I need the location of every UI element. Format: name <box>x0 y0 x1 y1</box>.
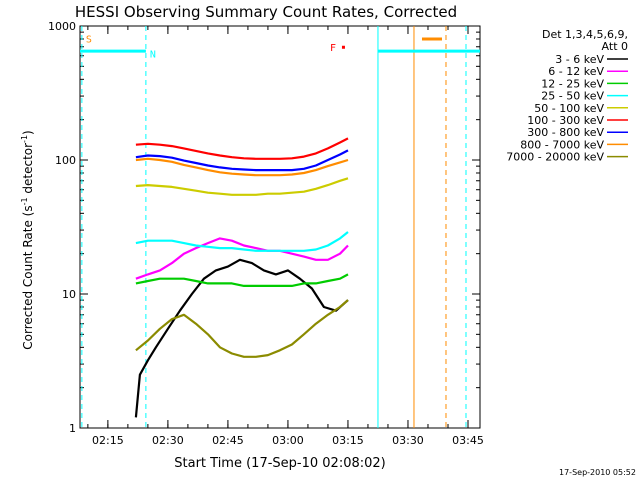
series-line-4 <box>135 177 349 196</box>
svg-text:Corrected Count Rate (s-1 dete: Corrected Count Rate (s-1 detector-1) <box>20 130 35 349</box>
timestamp: 17-Sep-2010 05:52 <box>559 468 636 477</box>
legend-title-line-2: Att 0 <box>602 40 628 53</box>
x-tick-label-5: 03:30 <box>392 434 424 447</box>
y-axis-label-main: Corrected Count Rate (s <box>21 205 35 349</box>
y-tick-label-3: 1000 <box>48 20 76 33</box>
series-line-2 <box>135 273 349 287</box>
legend-label-0: 3 - 6 keV <box>555 53 604 66</box>
y-axis-label: Corrected Count Rate (s-1 detector-1) <box>20 130 35 349</box>
x-tick-label-4: 03:15 <box>332 434 364 447</box>
legend-label-5: 100 - 300 keV <box>527 114 604 127</box>
y-tick-label-0: 1 <box>69 422 76 435</box>
plot-frame <box>79 25 481 429</box>
series-line-6 <box>135 149 349 172</box>
legend-label-3: 25 - 50 keV <box>541 90 604 103</box>
y-axis-label-sup2: -1 <box>20 135 29 143</box>
y-tick-label-1: 10 <box>62 288 76 301</box>
flag-marker-0 <box>341 45 345 49</box>
legend-title-line-1: Det 1,3,4,5,6,9, <box>542 28 628 41</box>
plot-area: 1 10 100 1000 02:15 02:30 02:45 03:00 03:15 03:30… <box>48 20 484 447</box>
flag-label-n: N <box>150 50 156 61</box>
x-tick-label-6: 03:45 <box>452 434 484 447</box>
chart-title: HESSI Observing Summary Count Rates, Cor… <box>75 3 457 21</box>
y-tick-label-2: 100 <box>55 154 76 167</box>
legend-label-8: 7000 - 20000 keV <box>506 151 604 164</box>
x-tick-label-3: 03:00 <box>272 434 304 447</box>
flag-label-f: F <box>330 43 336 54</box>
y-axis-label-sup1: -1 <box>20 197 29 205</box>
series-line-5 <box>135 137 349 160</box>
series-line-3 <box>135 231 349 252</box>
series-line-8 <box>135 299 349 358</box>
flag-label-s: S <box>86 35 92 46</box>
series-line-0 <box>134 258 349 418</box>
x-tick-label-2: 02:45 <box>212 434 244 447</box>
x-axis-label: Start Time (17-Sep-10 02:08:02) <box>174 456 385 471</box>
series-line-1 <box>135 237 349 280</box>
x-tick-label-0: 02:15 <box>92 434 124 447</box>
legend-label-1: 6 - 12 keV <box>548 65 604 78</box>
legend-label-2: 12 - 25 keV <box>541 77 604 90</box>
legend-label-6: 300 - 800 keV <box>527 126 604 139</box>
legend-label-4: 50 - 100 keV <box>534 102 604 115</box>
legend-label-7: 800 - 7000 keV <box>520 138 604 151</box>
x-tick-label-1: 02:30 <box>152 434 184 447</box>
y-axis-label-end: ) <box>21 130 35 135</box>
series-line-7 <box>135 157 349 177</box>
y-axis-label-mid: detector <box>21 143 35 198</box>
